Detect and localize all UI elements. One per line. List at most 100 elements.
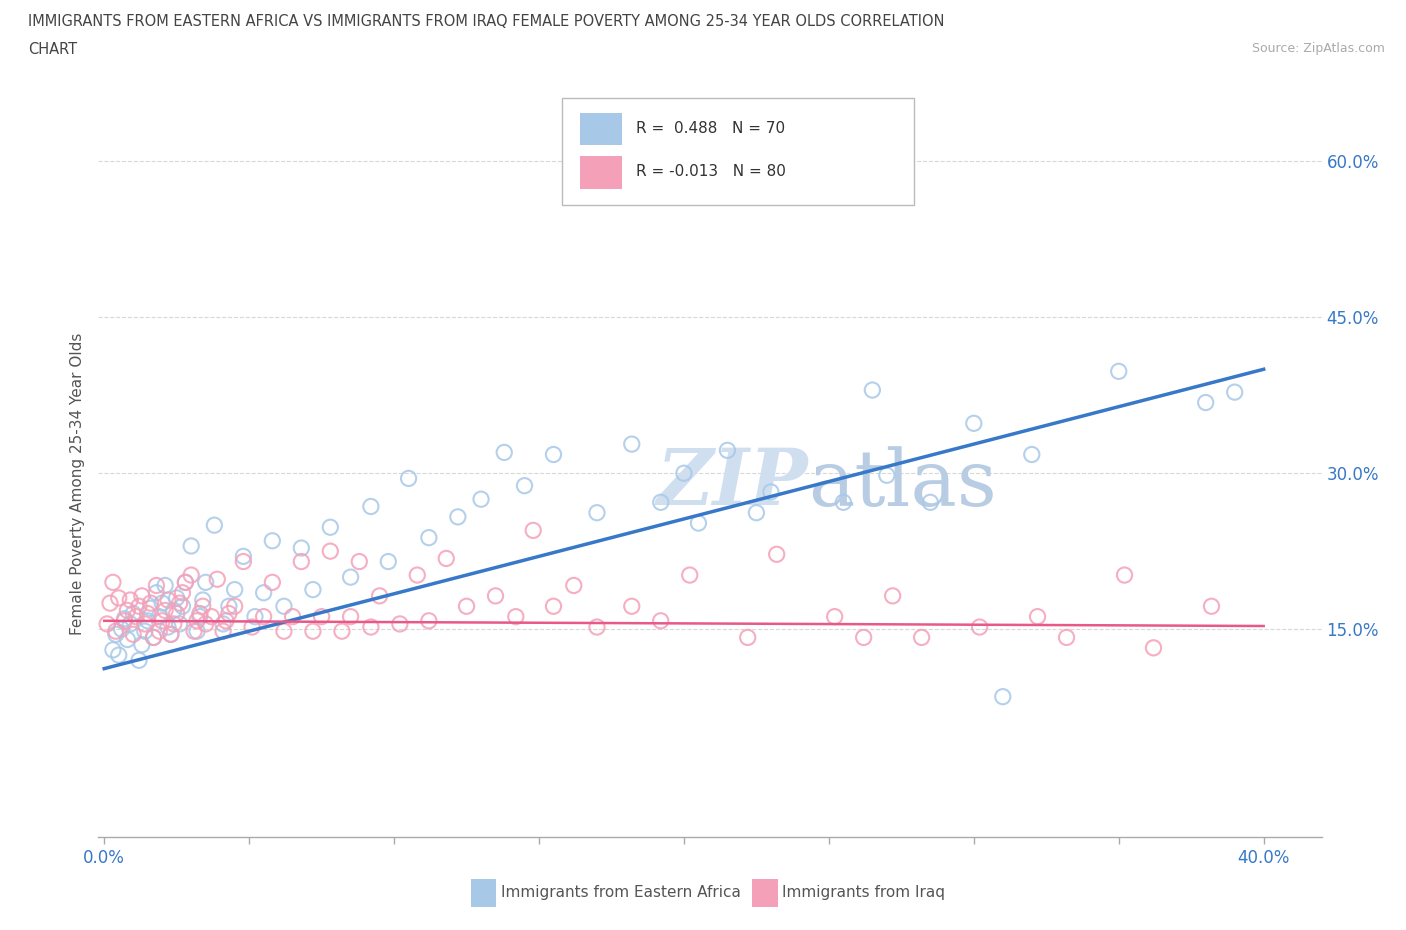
Point <box>302 624 325 639</box>
Point <box>215 614 238 629</box>
Point <box>273 624 295 639</box>
Point <box>406 567 429 582</box>
Point <box>620 599 643 614</box>
Point <box>194 575 217 590</box>
Point <box>650 614 672 629</box>
Point <box>963 416 986 431</box>
Point <box>166 606 188 621</box>
Text: Immigrants from Eastern Africa: Immigrants from Eastern Africa <box>501 885 741 900</box>
Point <box>139 601 162 616</box>
Point <box>339 570 361 585</box>
Point <box>377 554 399 569</box>
Point <box>232 554 254 569</box>
Point <box>191 592 214 607</box>
Point <box>186 624 208 639</box>
Text: Source: ZipAtlas.com: Source: ZipAtlas.com <box>1251 42 1385 55</box>
Point <box>172 599 194 614</box>
Point <box>150 614 173 629</box>
Point <box>243 609 266 624</box>
Text: R =  0.488   N = 70: R = 0.488 N = 70 <box>636 121 786 136</box>
Point <box>101 575 124 590</box>
Point <box>134 617 156 631</box>
Point <box>679 567 702 582</box>
Bar <box>581 113 621 145</box>
Point <box>876 468 898 483</box>
Point <box>494 445 516 459</box>
Point <box>759 485 782 499</box>
Point <box>122 627 145 642</box>
Point <box>172 585 194 600</box>
Point <box>180 567 202 582</box>
Text: IMMIGRANTS FROM EASTERN AFRICA VS IMMIGRANTS FROM IRAQ FEMALE POVERTY AMONG 25-3: IMMIGRANTS FROM EASTERN AFRICA VS IMMIGR… <box>28 14 945 29</box>
Point <box>166 591 188 605</box>
Point <box>418 530 440 545</box>
Point <box>96 617 118 631</box>
Point <box>188 609 211 624</box>
Text: Immigrants from Iraq: Immigrants from Iraq <box>782 885 945 900</box>
Point <box>1108 364 1130 379</box>
Point <box>128 599 150 614</box>
Point <box>180 538 202 553</box>
Point <box>650 495 672 510</box>
Point <box>1114 567 1136 582</box>
Point <box>142 630 165 644</box>
Point <box>513 478 536 493</box>
Point <box>330 624 353 639</box>
Point <box>543 599 565 614</box>
Point <box>134 624 156 639</box>
Point <box>505 609 527 624</box>
Point <box>434 551 457 565</box>
Point <box>188 606 211 621</box>
Point <box>169 617 191 631</box>
Point <box>860 382 883 397</box>
Point <box>1223 385 1246 400</box>
Point <box>148 624 170 639</box>
Point <box>160 627 183 642</box>
Point <box>183 624 205 639</box>
Point <box>218 606 240 621</box>
Point <box>832 495 855 510</box>
Point <box>882 589 904 604</box>
Text: ZIP: ZIP <box>657 445 808 522</box>
Point <box>688 515 710 530</box>
Point <box>218 599 240 614</box>
Point <box>202 518 225 533</box>
Point <box>398 471 420 485</box>
Point <box>163 603 186 618</box>
Point <box>1142 641 1164 656</box>
Point <box>212 624 235 639</box>
Point <box>104 624 127 639</box>
Point <box>1201 599 1223 614</box>
Point <box>186 614 208 629</box>
Point <box>128 653 150 668</box>
Point <box>418 614 440 629</box>
Point <box>1026 609 1049 624</box>
Point <box>253 609 276 624</box>
Point <box>212 617 235 631</box>
Point <box>131 637 153 652</box>
Point <box>253 585 276 600</box>
Point <box>207 572 229 587</box>
Point <box>586 505 609 520</box>
Point <box>339 609 361 624</box>
Point <box>360 619 382 634</box>
Point <box>156 592 179 607</box>
Point <box>224 599 246 614</box>
Point <box>910 630 932 644</box>
Point <box>1195 395 1218 410</box>
Point <box>765 547 787 562</box>
Point <box>107 647 129 662</box>
Point <box>200 609 222 624</box>
Point <box>150 596 173 611</box>
Point <box>360 499 382 514</box>
Point <box>153 578 176 593</box>
Bar <box>581 156 621 189</box>
Point <box>852 630 875 644</box>
Point <box>273 599 295 614</box>
Point <box>224 582 246 597</box>
Point <box>174 575 197 590</box>
Point <box>153 603 176 618</box>
Point <box>117 632 139 647</box>
Point <box>349 554 371 569</box>
Point <box>311 609 333 624</box>
